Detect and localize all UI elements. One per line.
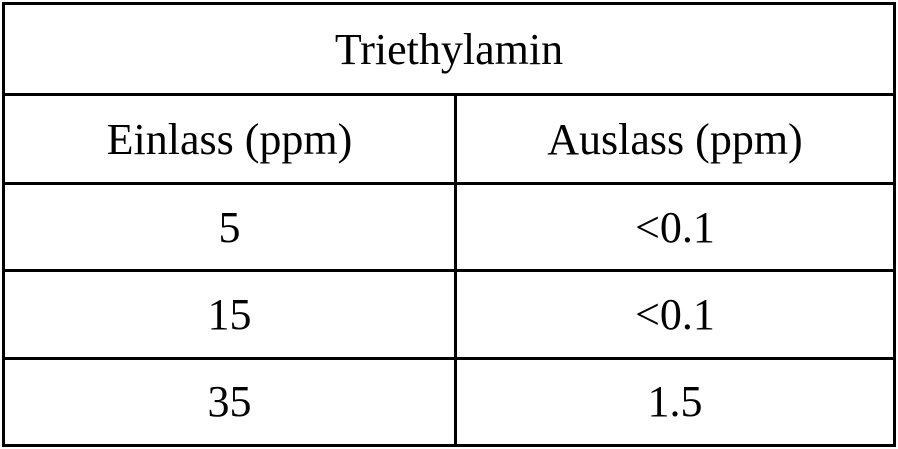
table-title: Triethylamin: [4, 4, 895, 95]
header-outlet: Auslass (ppm): [456, 95, 895, 184]
outlet-cell: 1.5: [456, 358, 895, 445]
inlet-cell: 15: [4, 271, 456, 358]
title-row: Triethylamin: [4, 4, 895, 95]
inlet-cell: 35: [4, 358, 456, 445]
outlet-cell: <0.1: [456, 271, 895, 358]
header-row: Einlass (ppm) Auslass (ppm): [4, 95, 895, 184]
table-row: 15 <0.1: [4, 271, 895, 358]
inlet-cell: 5: [4, 184, 456, 271]
table-row: 35 1.5: [4, 358, 895, 445]
outlet-cell: <0.1: [456, 184, 895, 271]
header-inlet: Einlass (ppm): [4, 95, 456, 184]
table-row: 5 <0.1: [4, 184, 895, 271]
